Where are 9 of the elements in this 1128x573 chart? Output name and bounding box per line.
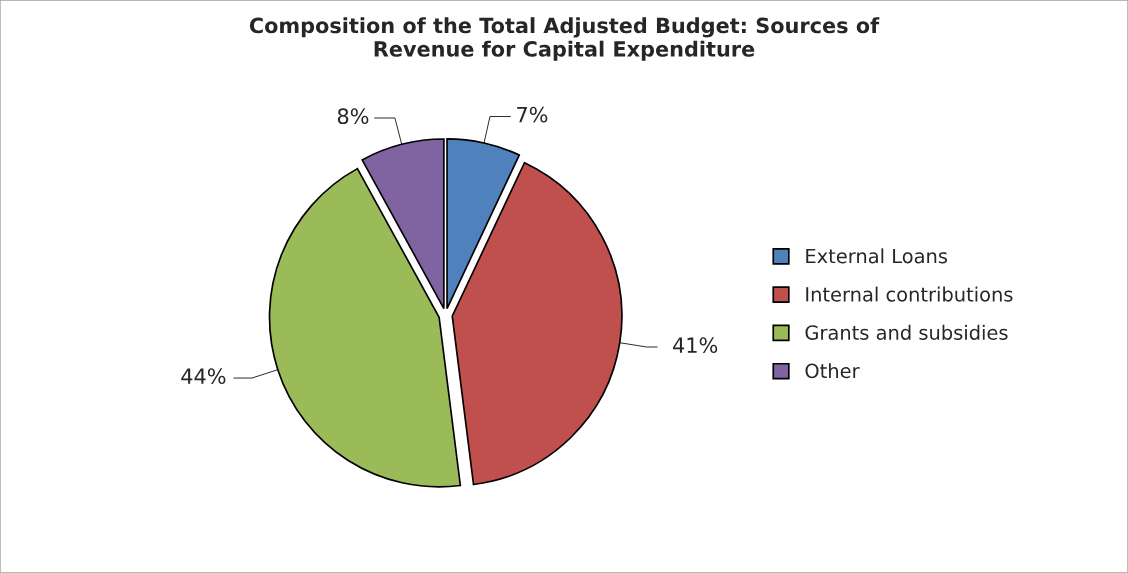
data-label: 44% [181, 368, 226, 385]
legend-label: Internal contributions [806, 286, 1013, 302]
chart-title: Composition of the Total Adjusted Budget: Sources of Revenue for Capital Expenditure [249, 17, 880, 61]
legend-label: Grants and subsidies [805, 324, 1008, 340]
data-label: 7% [517, 106, 548, 123]
legend-label: Other [805, 363, 860, 379]
data-label: 8% [337, 108, 369, 125]
data-label: 41% [673, 337, 718, 354]
legend-label: External Loans [806, 248, 948, 264]
